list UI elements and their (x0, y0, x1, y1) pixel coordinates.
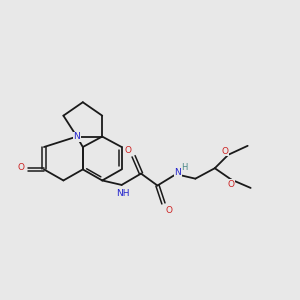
Text: O: O (221, 147, 228, 156)
Text: N: N (174, 169, 181, 178)
Text: N: N (74, 132, 80, 141)
Text: O: O (124, 146, 131, 155)
Text: O: O (228, 179, 235, 188)
Text: NH: NH (116, 189, 130, 198)
Text: O: O (166, 206, 173, 214)
Text: O: O (17, 164, 25, 172)
Text: H: H (181, 163, 188, 172)
